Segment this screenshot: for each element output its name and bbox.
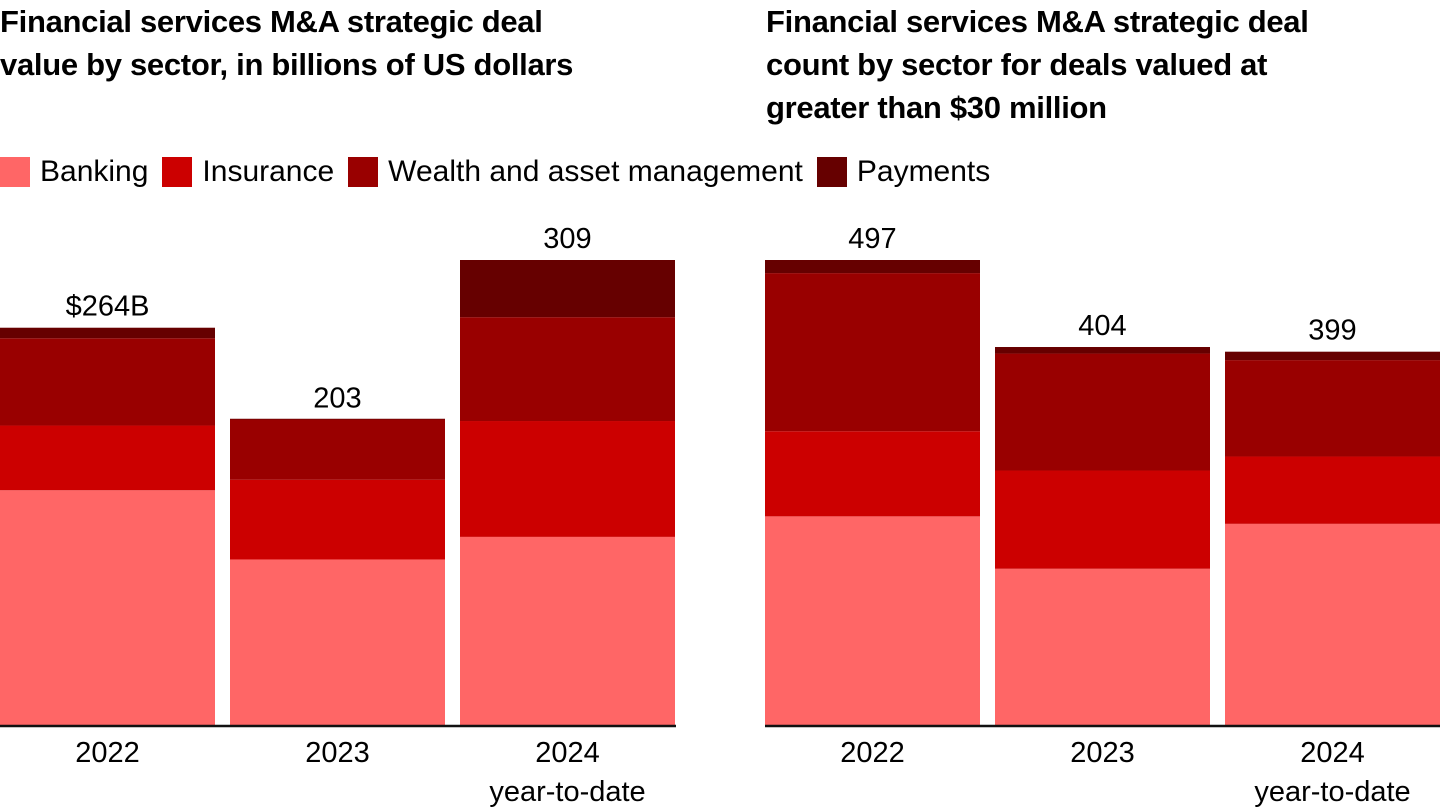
title-line: count by sector for deals valued at [766, 47, 1268, 82]
x-tick-label: 2022 [75, 737, 140, 769]
legend: Banking Insurance Wealth and asset manag… [0, 152, 1004, 192]
chart-title-deal-value: Financial services M&A strategic deal va… [0, 0, 710, 86]
bar-segment-wealth-and-asset-management-2022 [765, 273, 980, 432]
x-tick-sublabel: year-to-date [489, 776, 645, 808]
bar-segment-insurance-2024 [1225, 456, 1440, 524]
bar-segment-banking-2023 [995, 568, 1210, 725]
x-tick-sublabel: year-to-date [1254, 776, 1410, 808]
bar-segment-insurance-2023 [995, 470, 1210, 569]
bar-segment-insurance-2023 [230, 479, 445, 560]
bar-segment-payments-2023 [230, 418, 445, 420]
x-tick-label: 2024 [1300, 737, 1365, 769]
bar-segment-payments-2024 [460, 260, 675, 318]
title-line: Financial services M&A strategic deal [0, 4, 543, 39]
bar-segment-wealth-and-asset-management-2023 [230, 419, 445, 480]
bar-segment-wealth-and-asset-management-2024 [460, 317, 675, 422]
bar-segment-banking-2023 [230, 559, 445, 725]
legend-item-banking: Banking [0, 152, 148, 192]
legend-label: Wealth and asset management [388, 155, 803, 188]
total-label: 309 [543, 223, 591, 255]
total-label: 497 [848, 223, 896, 255]
bar-segment-payments-2022 [0, 327, 215, 339]
total-label: 404 [1078, 310, 1126, 342]
legend-swatch-payments [816, 157, 847, 187]
legend-item-payments: Payments [816, 152, 991, 192]
total-label: $264B [66, 291, 150, 323]
legend-swatch-banking [0, 157, 30, 187]
title-line: Financial services M&A strategic deal [766, 4, 1309, 39]
legend-label: Insurance [202, 155, 335, 188]
legend-label: Banking [40, 155, 149, 188]
bar-segment-wealth-and-asset-management-2024 [1225, 360, 1440, 457]
bar-segment-payments-2024 [1225, 351, 1440, 361]
bar-segment-banking-2024 [460, 536, 675, 725]
x-tick-label: 2023 [1070, 737, 1135, 769]
bar-segment-payments-2023 [995, 347, 1210, 354]
x-tick-label: 2023 [305, 737, 370, 769]
legend-swatch-wealth [348, 157, 379, 187]
chart-title-deal-count: Financial services M&A strategic deal co… [766, 0, 1440, 129]
legend-item-insurance: Insurance [162, 152, 334, 192]
title-line: greater than $30 million [766, 90, 1107, 125]
bar-segment-banking-2024 [1225, 523, 1440, 725]
chart-deal-count: 497 2022 404 2023 399 2024 year-to-date [765, 223, 1440, 808]
bar-segment-banking-2022 [765, 516, 980, 725]
legend-label: Payments [856, 155, 991, 188]
bar-segment-wealth-and-asset-management-2023 [995, 353, 1210, 471]
title-line: value by sector, in billions of US dolla… [0, 47, 574, 82]
bar-segment-insurance-2024 [460, 421, 675, 537]
bar-segment-payments-2022 [765, 260, 980, 274]
bar-segment-wealth-and-asset-management-2022 [0, 338, 215, 426]
total-label: 399 [1308, 315, 1356, 347]
chart-deal-value: $264B 2022 203 2023 309 2024 year-to-date [0, 223, 676, 808]
legend-swatch-insurance [162, 157, 193, 187]
total-label: 203 [313, 383, 361, 415]
legend-item-wealth: Wealth and asset management [348, 152, 803, 192]
bar-segment-insurance-2022 [0, 425, 215, 491]
x-tick-label: 2024 [535, 737, 600, 769]
x-tick-label: 2022 [840, 737, 905, 769]
bar-segment-insurance-2022 [765, 431, 980, 517]
bar-segment-banking-2022 [0, 490, 215, 725]
